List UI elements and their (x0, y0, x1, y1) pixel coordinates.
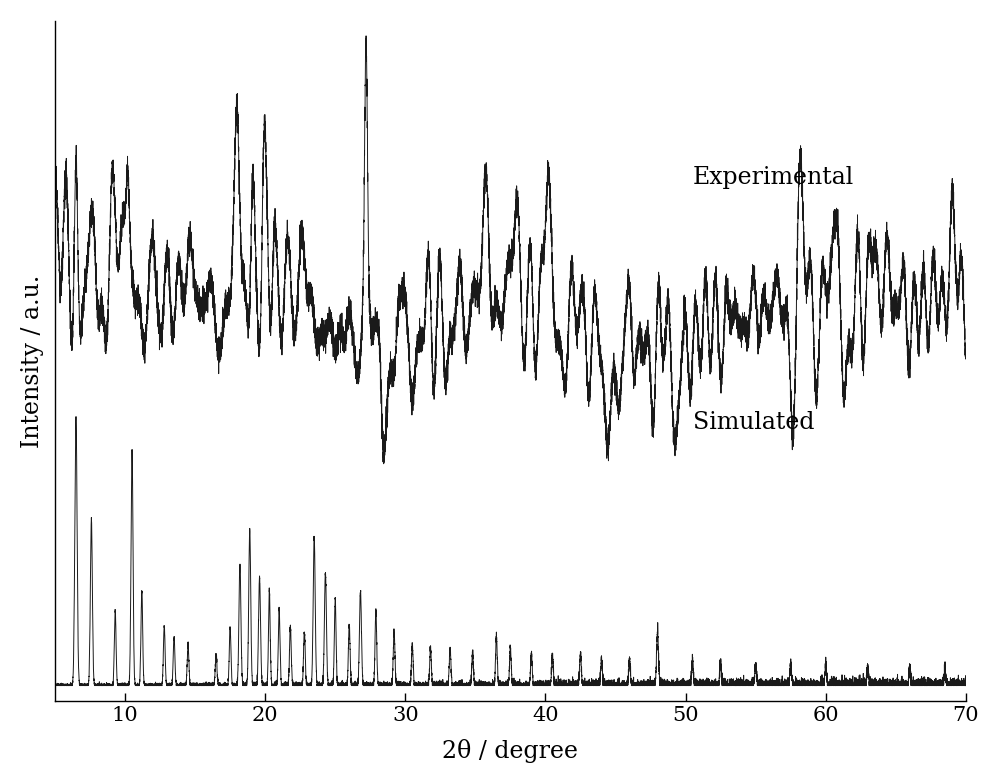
Y-axis label: Intensity / a.u.: Intensity / a.u. (21, 274, 44, 448)
X-axis label: 2θ / degree: 2θ / degree (442, 739, 578, 763)
Text: Simulated: Simulated (693, 411, 814, 434)
Text: Experimental: Experimental (693, 166, 854, 189)
